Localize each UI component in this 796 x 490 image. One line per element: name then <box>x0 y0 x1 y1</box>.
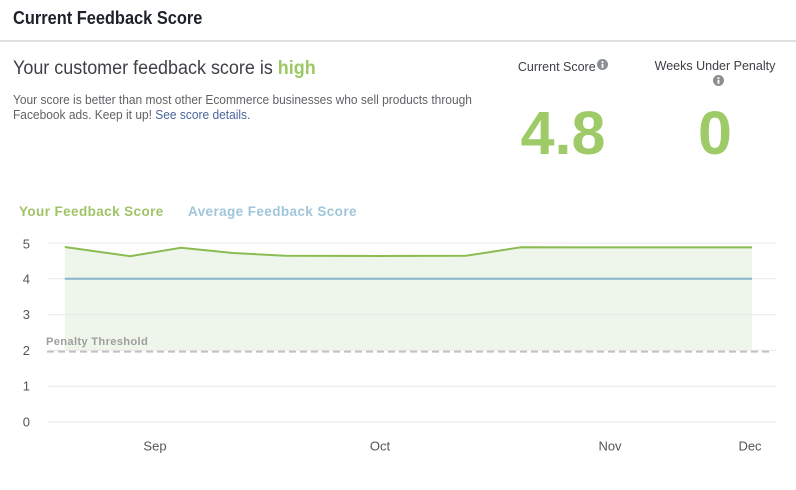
svg-text:Oct: Oct <box>370 439 391 454</box>
svg-text:2: 2 <box>23 343 30 358</box>
svg-text:3: 3 <box>23 307 30 322</box>
svg-text:Penalty Threshold: Penalty Threshold <box>46 336 148 348</box>
svg-text:Sep: Sep <box>143 439 166 454</box>
svg-text:1: 1 <box>23 379 30 394</box>
svg-text:5: 5 <box>23 237 30 252</box>
svg-text:4: 4 <box>23 271 30 286</box>
svg-text:Dec: Dec <box>738 439 762 454</box>
svg-text:Nov: Nov <box>598 439 622 454</box>
svg-text:0: 0 <box>23 415 30 430</box>
